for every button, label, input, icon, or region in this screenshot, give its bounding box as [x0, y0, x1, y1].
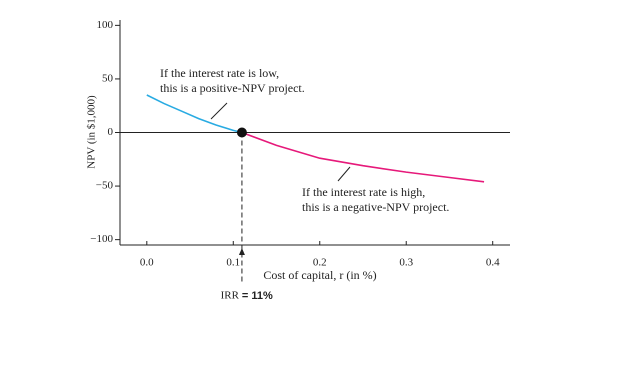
x-tick-label: 0.2 [313, 257, 327, 269]
irr-value: = 11% [242, 290, 273, 302]
x-tick-label: 0.1 [226, 257, 240, 269]
pointer [210, 102, 228, 120]
x-tick-label: 0.0 [140, 257, 154, 269]
annotation: this is a negative-NPV project. [302, 200, 449, 214]
npv-line [146, 94, 243, 134]
x-axis-label: Cost of capital, r (in %) [263, 268, 376, 282]
irr-arrow [238, 248, 245, 255]
pointer [337, 166, 351, 182]
y-tick-label: −100 [90, 233, 113, 245]
y-tick-label: −50 [96, 180, 114, 192]
y-tick-label: 100 [97, 19, 114, 31]
npv-line [241, 131, 485, 183]
annotation: this is a positive-NPV project. [160, 81, 305, 95]
annotation: If the interest rate is low, [160, 66, 279, 80]
y-axis-label: NPV (in $1,000) [86, 95, 98, 169]
irr-point [236, 127, 247, 138]
annotation: If the interest rate is high, [302, 185, 425, 199]
y-tick-label: 0 [108, 126, 114, 138]
x-tick-label: 0.4 [486, 257, 500, 269]
y-tick-label: 50 [102, 72, 114, 84]
irr-label: IRR [221, 290, 240, 302]
x-tick-label: 0.3 [399, 257, 413, 269]
